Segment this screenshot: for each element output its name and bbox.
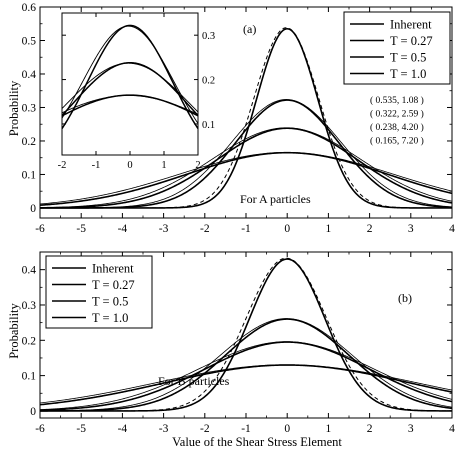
y-tick-label: 0.6	[22, 2, 37, 14]
inset-x-tick-label: 0	[127, 160, 132, 171]
inset-x-tick-label: 2	[195, 160, 200, 171]
x-tick-label: -2	[200, 223, 210, 235]
y-tick-label: 0.2	[22, 136, 37, 148]
x-tick-label: 3	[408, 223, 414, 235]
inset-fit-line-2	[61, 95, 199, 115]
x-tick-label: 0	[284, 223, 290, 235]
x-tick-label: -3	[159, 223, 169, 235]
fit-line-1	[40, 99, 453, 209]
param-label-1: ( 0.322, 2.59 )	[370, 109, 424, 120]
x-tick-label: -5	[76, 223, 86, 235]
legend-label-2: T = 0.5	[92, 295, 128, 309]
series-line-1	[39, 318, 453, 412]
x-tick-label: -3	[159, 423, 169, 435]
param-label-0: ( 0.535, 1.08 )	[370, 95, 424, 106]
x-tick-label: -2	[200, 423, 210, 435]
y-tick-label: 0.4	[22, 69, 37, 81]
legend-label-0: Inherent	[92, 262, 134, 276]
inset-y-tick-label: 0.3	[202, 31, 215, 42]
particle-annotation: For A particles	[240, 192, 311, 206]
x-axis-title: Value of the Shear Stress Element	[172, 435, 342, 449]
x-tick-label: -1	[241, 423, 251, 435]
fit-line-1	[39, 318, 453, 412]
legend-label-1: T = 0.27	[92, 278, 135, 292]
param-label-3: ( 0.165, 7.20 )	[370, 136, 424, 147]
x-tick-label: -4	[118, 223, 128, 235]
series-line-0	[40, 258, 452, 412]
fit-line-2	[39, 127, 453, 209]
legend: Inherent T = 0.27 T = 0.5 T = 1.0	[45, 255, 153, 329]
inset-y-tick-label: 0.1	[202, 120, 215, 131]
inset-series-line-1	[61, 61, 199, 116]
inset-x-tick-label: 1	[161, 160, 166, 171]
x-tick-label: -1	[241, 223, 251, 235]
x-tick-label: 0	[284, 423, 290, 435]
y-tick-label: 0.4	[22, 265, 37, 277]
y-axis-title: Probability	[7, 302, 21, 358]
x-tick-label: -5	[76, 423, 86, 435]
inset-y-tick-label: 0.2	[202, 76, 215, 87]
x-tick-label: 4	[449, 223, 455, 235]
series-line-3	[39, 364, 453, 406]
legend-label-3: T = 1.0	[390, 67, 426, 81]
fit-line-3	[39, 151, 453, 205]
fit-line-0	[40, 257, 452, 412]
legend-label-3: T = 1.0	[92, 311, 128, 325]
y-tick-label: 0.3	[22, 300, 37, 312]
y-tick-label: 0.5	[22, 35, 37, 47]
x-tick-label: 2	[367, 223, 373, 235]
series-line-3	[39, 151, 453, 206]
y-tick-label: 0.1	[22, 371, 37, 383]
panel-b: -6 -5 -4 -3 -2 -1 0 1 2 3 4 0 0.1 0.2 0.3 0.4 Probabilit…	[7, 251, 455, 435]
legend-label-0: Inherent	[390, 18, 432, 32]
y-tick-label: 0.3	[22, 102, 37, 114]
fit-line-2	[39, 341, 453, 411]
inset-series-line-0	[61, 24, 199, 129]
fit-line-3	[39, 364, 453, 404]
param-label-2: ( 0.238, 4.20 )	[370, 122, 424, 133]
x-tick-label: 2	[367, 423, 373, 435]
y-tick-label: 0	[30, 406, 36, 418]
x-tick-label: 1	[326, 423, 332, 435]
y-tick-label: 0.2	[22, 335, 37, 347]
inset-frame	[61, 12, 199, 156]
y-axis-title: Probability	[7, 80, 21, 136]
inset-x-tick-label: -2	[58, 160, 67, 171]
x-tick-label: -4	[118, 423, 128, 435]
x-tick-label: -6	[35, 423, 45, 435]
y-tick-label: 0.1	[22, 169, 37, 181]
inset-fit-line-1	[61, 62, 199, 113]
panel-label: (a)	[243, 22, 256, 36]
x-tick-label: 1	[326, 223, 332, 235]
series-line-2	[39, 341, 453, 411]
panel-label: (b)	[398, 291, 412, 305]
x-tick-label: 4	[449, 423, 455, 435]
particle-annotation: For B particles	[158, 374, 230, 388]
inset-fit-line-0	[61, 25, 199, 124]
x-tick-label: -6	[35, 223, 45, 235]
fit-line-0	[40, 27, 452, 209]
series-line-2	[39, 127, 453, 209]
x-tick-label: 3	[408, 423, 414, 435]
legend-label-2: T = 0.5	[390, 51, 426, 65]
inset-x-tick-label: -1	[92, 160, 101, 171]
inset: -2 -1 0 1 2 0.1 0.2 0.3	[58, 12, 215, 171]
y-tick-label: 0	[30, 203, 36, 215]
panel-a: -6 -5 -4 -3 -2 -1 0 1 2 3 4 0 0.1 0.2 0.3 0.4 0.5 0.6 Prob…	[7, 2, 455, 235]
legend-label-1: T = 0.27	[390, 34, 433, 48]
legend: Inherent T = 0.27 T = 0.5 T = 1.0	[343, 11, 451, 85]
